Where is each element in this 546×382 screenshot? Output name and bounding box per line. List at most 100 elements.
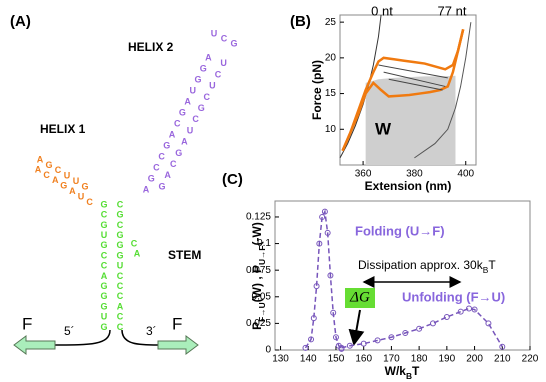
y-tick-label: 25 (325, 17, 337, 28)
delta-g-box (345, 288, 375, 308)
nucleotide: G (100, 220, 107, 230)
dissipation-label-part: Dissipation approx. 30k (358, 258, 484, 272)
nucleotide: G (100, 301, 107, 311)
unfolding-label: Unfolding (F→U) (402, 289, 505, 304)
data-point (346, 342, 353, 349)
panel-b: 360 380 400 10 15 20 25 (B) Extension (nm) Force … (290, 3, 477, 193)
nucleotide: A (184, 96, 191, 106)
stem-label: STEM (168, 248, 201, 262)
nucleotide: C (204, 92, 211, 102)
data-point (443, 314, 450, 321)
nucleotide: A (143, 184, 150, 194)
nucleotide: G (175, 148, 182, 158)
work-area (365, 75, 456, 165)
nucleotide: G (194, 74, 201, 84)
nucleotide: U (78, 191, 85, 201)
y-axis-label-part: F→U (257, 302, 267, 322)
data-point (338, 344, 345, 351)
plot-area (274, 200, 531, 351)
panel-label: (C) (222, 171, 243, 188)
annotation: W (375, 119, 392, 138)
nucleotide: G (158, 181, 165, 191)
delta-g-arrow (348, 309, 365, 346)
nucleotide: C (86, 197, 93, 207)
nucleotide: A (35, 164, 42, 174)
nucleotide: A (134, 248, 141, 258)
x-axis-label: Extension (nm) (365, 179, 452, 193)
x-axis-label-part: B (406, 371, 412, 381)
nucleotide: U (117, 261, 124, 271)
x-tick-label: 210 (494, 354, 511, 365)
x-tick-label: 200 (466, 354, 483, 365)
nucleotide: G (100, 291, 107, 301)
y-axis-label: PF→U(W) , PU→F(-W) (250, 222, 267, 330)
nucleotide: A (52, 175, 59, 185)
y-axis-label-part: (-W) (250, 222, 264, 245)
nucleotide: C (117, 281, 124, 291)
nucleotide: U (73, 176, 80, 186)
panel-label: (A) (10, 13, 31, 30)
x-tick-label: 380 (406, 169, 423, 180)
y-tick-label: 0 (265, 345, 271, 356)
annotation: 0 nt (371, 3, 393, 18)
data-point (316, 240, 323, 247)
data-point (457, 308, 464, 315)
data-point (471, 306, 478, 313)
y-tick-label: 10 (325, 124, 337, 135)
y-tick-label: 0.1 (257, 238, 271, 249)
data-point (313, 283, 320, 290)
nucleotide: C (117, 291, 124, 301)
nucleotide: C (101, 210, 108, 220)
nucleotide: C (117, 322, 124, 332)
nucleotide: C (43, 170, 50, 180)
strand-end (121, 329, 159, 346)
nucleotide: G (230, 38, 237, 48)
nucleotide: C (55, 165, 62, 175)
nucleotide: C (131, 238, 138, 248)
end-label: 3´ (146, 324, 157, 338)
data-point (332, 334, 339, 341)
y-tick-label: 0.075 (246, 265, 271, 276)
nucleotide: C (174, 118, 181, 128)
x-tick-label: 190 (439, 354, 456, 365)
x-axis-label: W/kBT (385, 364, 420, 381)
data-point (302, 344, 309, 351)
data-point (485, 320, 492, 327)
trace (378, 64, 448, 79)
nucleotide: A (101, 271, 108, 281)
nucleotide: C (101, 261, 108, 271)
data-point (310, 315, 317, 322)
y-axis-label-part: U→F (257, 245, 267, 265)
y-axis-label-part: (W) , P (250, 265, 264, 302)
strand-end (54, 329, 111, 346)
nucleotide: C (101, 250, 108, 260)
data-point (319, 213, 326, 220)
data-point (416, 325, 423, 332)
x-axis-label-part: T (412, 364, 420, 378)
nucleotide: U (209, 81, 216, 91)
nucleotide: G (116, 210, 123, 220)
nucleotide: G (148, 173, 155, 183)
nucleotide: C (117, 220, 124, 230)
nucleotide: U (64, 171, 71, 181)
data-point (308, 336, 315, 343)
x-tick-label: 180 (411, 354, 428, 365)
trace (414, 22, 472, 159)
x-tick-label: 150 (328, 354, 345, 365)
data-point (360, 340, 367, 347)
nucleotide: A (181, 137, 188, 147)
trace (383, 71, 446, 87)
nucleotide: C (215, 69, 222, 79)
data-point (321, 208, 328, 215)
y-tick-label: 20 (325, 52, 337, 63)
delta-g: ΔG (349, 289, 370, 305)
nucleotide: U (211, 28, 218, 38)
nucleotide: U (101, 312, 108, 322)
nucleotide: A (169, 129, 176, 139)
x-tick-label: 360 (355, 169, 372, 180)
data-point (388, 334, 395, 341)
panel-label: (B) (290, 13, 311, 30)
nucleotide: U (190, 85, 197, 95)
nucleotide: U (187, 125, 194, 135)
data-point (324, 229, 331, 236)
